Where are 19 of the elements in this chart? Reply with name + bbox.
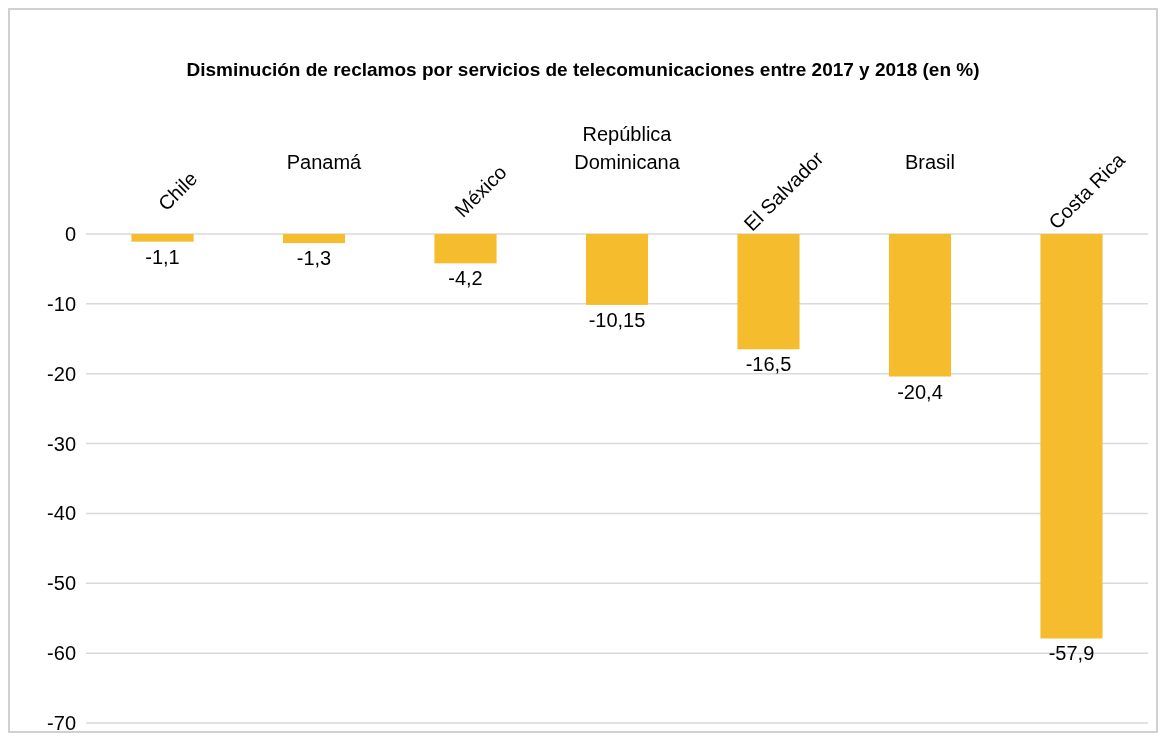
y-tick-label: -70 [47,712,76,734]
x-tick-label: República Dominicana [574,123,681,173]
data-label: -1,3 [296,247,332,270]
y-tick-label: -40 [47,502,76,525]
y-tick-label: -30 [47,432,76,455]
x-tick-label: Panamá [286,151,363,173]
data-label: -16,5 [745,353,792,376]
chart-title: Disminución de reclamos por servicios de telecomunicaciones entre 2017 y 2018 (en %) [186,59,980,80]
x-tick-label: Brasil [904,151,955,173]
data-label: -57,9 [1048,642,1095,665]
data-label: -4,2 [448,267,483,290]
data-label: -20,4 [897,380,943,403]
data-label: -10,15 [588,308,646,331]
y-tick-label: -10 [47,292,76,315]
y-tick-label: -20 [47,362,76,385]
data-label: -1,1 [145,245,180,268]
y-tick-label: -50 [47,572,76,595]
y-tick-label: 0 [64,223,76,245]
y-tick-label: -60 [47,642,76,665]
